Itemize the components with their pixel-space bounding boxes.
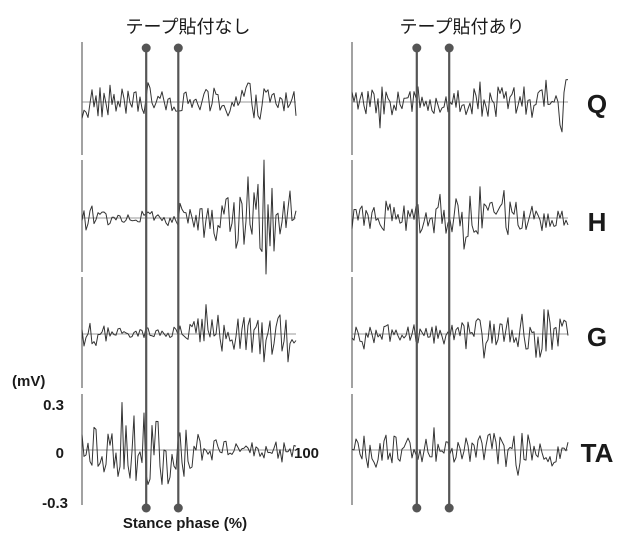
phase-marker-top-dot [444, 43, 454, 53]
y-tick-label-bottom: -0.3 [42, 495, 68, 512]
y-tick-label-top: 0.3 [43, 397, 64, 414]
phase-marker-top-dot [412, 43, 422, 53]
x-end-label: 100 [294, 445, 319, 462]
emg-trace-g [351, 309, 569, 359]
emg-trace-ta [81, 402, 297, 485]
x-axis-title: Stance phase (%) [123, 515, 247, 532]
emg-trace-ta [351, 427, 569, 476]
y-tick-label-zero: 0 [56, 445, 64, 462]
panel-title-with-tape: テープ貼付あり [400, 17, 525, 38]
emg-trace-h [81, 159, 297, 275]
row-label-g: G [587, 322, 607, 352]
row-label-ta: TA [581, 438, 614, 468]
emg-trace-g [81, 304, 297, 363]
phase-marker-bottom-dot [173, 503, 183, 513]
phase-marker-bottom-dot [444, 503, 454, 513]
panel-title-without-tape: テープ貼付なし [126, 17, 251, 38]
row-label-h: H [588, 207, 607, 237]
phase-marker-bottom-dot [412, 503, 422, 513]
y-unit-label: (mV) [12, 373, 45, 390]
row-label-q: Q [587, 89, 607, 119]
emg-trace-h [351, 186, 569, 250]
phase-marker-top-dot [173, 43, 183, 53]
emg-trace-q [81, 82, 297, 120]
phase-marker-top-dot [141, 43, 151, 53]
emg-trace-q [351, 79, 569, 133]
phase-marker-bottom-dot [141, 503, 151, 513]
